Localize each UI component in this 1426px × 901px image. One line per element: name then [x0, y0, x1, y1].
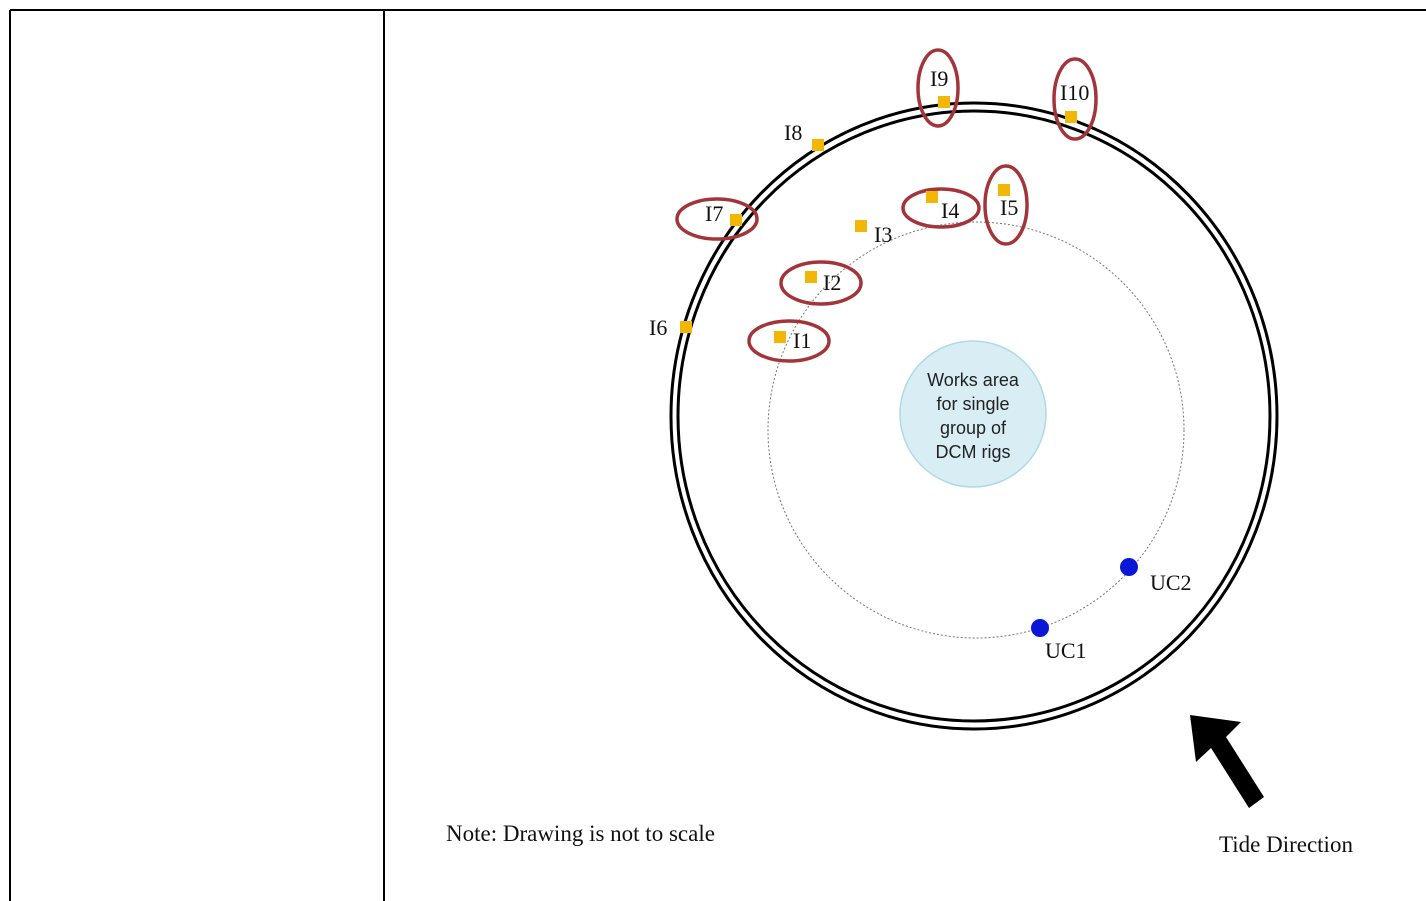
marker-label-i9: I9: [930, 66, 948, 91]
marker-label-i2: I2: [823, 270, 841, 295]
marker-label-i8: I8: [784, 120, 802, 145]
marker-square-i7: [730, 214, 742, 226]
marker-i4: I4: [901, 187, 981, 229]
uc-dot-uc1: [1031, 619, 1049, 637]
highlight-circle-i4: [901, 187, 981, 229]
diagram-cell: Works area for single group of DCM rigs …: [384, 10, 1426, 901]
marker-square-i8: [812, 139, 824, 151]
marker-square-i2: [805, 271, 817, 283]
marker-label-i6: I6: [649, 315, 667, 340]
highlight-circle-i10: [1052, 57, 1098, 141]
marker-i9: I9: [916, 48, 960, 128]
marker-i7: I7: [675, 197, 759, 241]
dotted-work-circle: [767, 221, 1185, 639]
left-table-cell: [10, 10, 384, 901]
tide-direction-label: Tide Direction: [1219, 832, 1353, 857]
inner-ring: [676, 109, 1272, 723]
marker-square-i10: [1065, 111, 1077, 123]
highlight-circle-i5: [983, 164, 1029, 246]
marker-label-i3: I3: [874, 222, 892, 247]
works-area-line-1: Works area: [927, 370, 1020, 390]
marker-square-i5: [998, 184, 1010, 196]
marker-square-i9: [938, 96, 950, 108]
highlight-circle-i7: [675, 197, 759, 241]
marker-i6: I6: [649, 315, 692, 340]
marker-square-i4: [926, 191, 938, 203]
uc-point-uc2: UC2: [1120, 558, 1192, 595]
marker-label-i4: I4: [941, 198, 959, 223]
highlight-circle-i1: [747, 319, 831, 363]
uc-point-uc1: UC1: [1031, 619, 1087, 663]
marker-square-i6: [680, 321, 692, 333]
marker-label-i1: I1: [793, 328, 811, 353]
marker-label-i5: I5: [1000, 195, 1018, 220]
highlight-circle-i2: [779, 260, 863, 306]
uc-label-uc2: UC2: [1150, 570, 1192, 595]
marker-i3: I3: [855, 220, 892, 247]
marker-square-i3: [855, 220, 867, 232]
uc-dot-uc2: [1120, 558, 1138, 576]
works-area-line-3: group of: [940, 418, 1007, 438]
marker-i5: I5: [983, 164, 1029, 246]
highlight-circle-i9: [916, 48, 960, 128]
note-text: Note: Drawing is not to scale: [446, 821, 715, 846]
works-area-ellipse: [899, 340, 1047, 488]
marker-i10: I10: [1052, 57, 1098, 141]
uc-label-uc1: UC1: [1045, 638, 1087, 663]
marker-i2: I2: [779, 260, 863, 306]
marker-label-i7: I7: [705, 201, 723, 226]
marker-i8: I8: [784, 120, 824, 151]
tide-direction-arrow-icon: [1190, 715, 1264, 808]
outer-ring: [669, 101, 1279, 731]
marker-i1: I1: [747, 319, 831, 363]
works-area-line-2: for single: [936, 394, 1009, 414]
works-area-line-4: DCM rigs: [936, 442, 1011, 462]
site-plan-diagram: Works area for single group of DCM rigs …: [446, 48, 1353, 857]
marker-square-i1: [774, 331, 786, 343]
marker-label-i10: I10: [1060, 80, 1089, 105]
